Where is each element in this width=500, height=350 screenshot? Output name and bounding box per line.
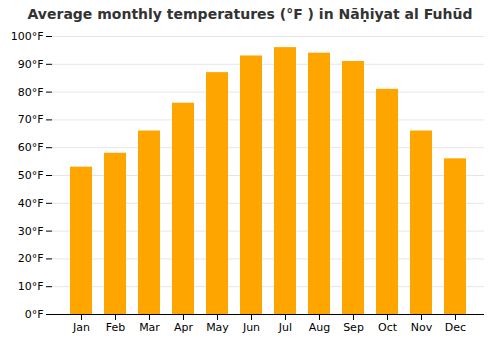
svg-text:Dec: Dec xyxy=(445,321,466,334)
svg-text:90°F: 90°F xyxy=(18,58,44,71)
svg-text:Jan: Jan xyxy=(72,321,90,334)
svg-text:Apr: Apr xyxy=(174,321,194,334)
svg-text:50°F: 50°F xyxy=(18,169,44,182)
svg-text:Jul: Jul xyxy=(278,321,292,334)
svg-text:Aug: Aug xyxy=(309,321,330,334)
svg-text:May: May xyxy=(206,321,229,334)
svg-text:Oct: Oct xyxy=(378,321,398,334)
html-text:Average monthly temperatures (: Average monthly temperatures (°F ) in Nā… xyxy=(27,6,473,22)
svg-text:0°F: 0°F xyxy=(25,308,44,321)
svg-text:40°F: 40°F xyxy=(18,197,44,210)
svg-text:Nov: Nov xyxy=(411,321,433,334)
svg-text:70°F: 70°F xyxy=(18,113,44,126)
svg-text:60°F: 60°F xyxy=(18,141,44,154)
svg-text:Mar: Mar xyxy=(139,321,160,334)
svg-text:Jun: Jun xyxy=(242,321,260,334)
svg-text:30°F: 30°F xyxy=(18,225,44,238)
svg-text:Sep: Sep xyxy=(343,321,364,334)
svg-text:Feb: Feb xyxy=(106,321,125,334)
svg-text:80°F: 80°F xyxy=(18,86,44,99)
svg-text:10°F: 10°F xyxy=(18,280,44,293)
svg-text:20°F: 20°F xyxy=(18,252,44,265)
svg-text:100°F: 100°F xyxy=(11,30,44,43)
